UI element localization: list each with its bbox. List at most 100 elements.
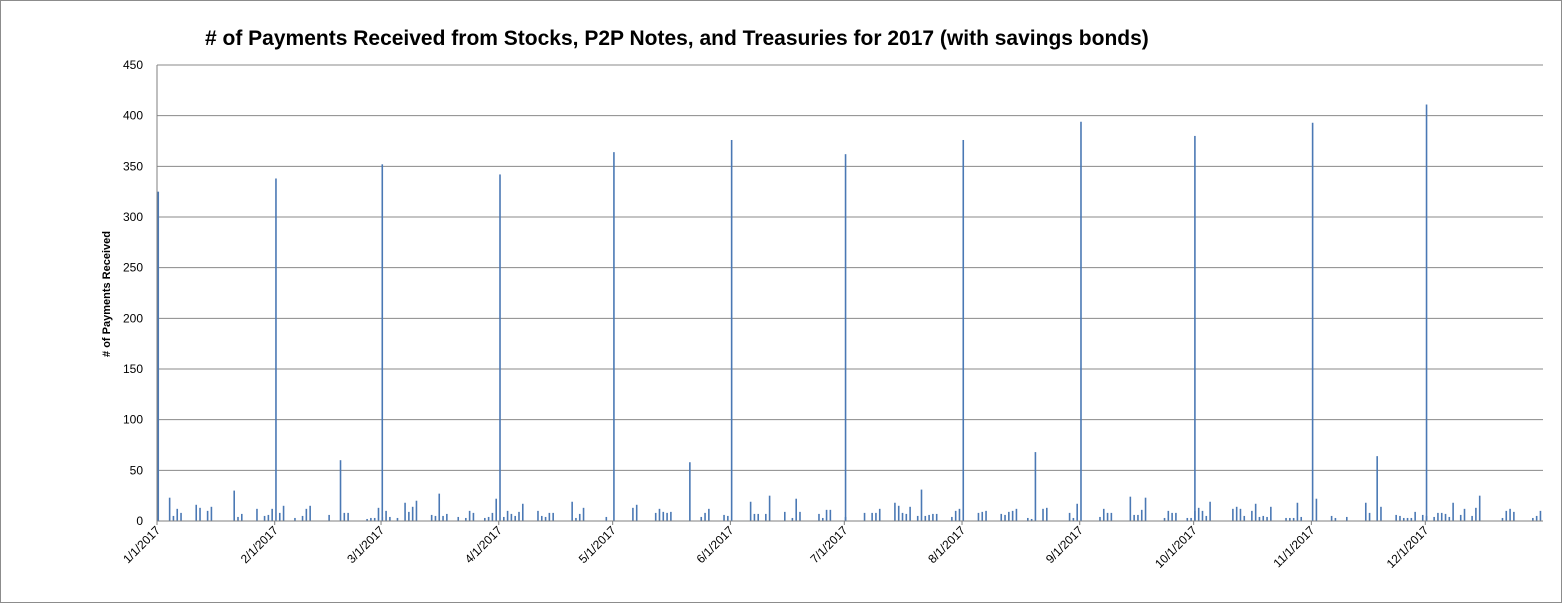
bar [1513, 511, 1515, 521]
bar [381, 164, 384, 521]
bar [305, 508, 308, 521]
bar [1300, 516, 1303, 521]
bar [1437, 512, 1439, 521]
bar [670, 511, 672, 521]
bar [708, 508, 710, 521]
bar [1289, 517, 1291, 521]
bar [411, 506, 414, 521]
bar [237, 516, 239, 521]
bar [916, 515, 919, 521]
bar [985, 510, 987, 521]
bar [1505, 510, 1508, 521]
bar [1509, 508, 1511, 521]
bar [199, 507, 201, 521]
bar [582, 507, 585, 521]
bar [575, 517, 577, 521]
bar [256, 508, 258, 521]
bar [700, 516, 703, 521]
bar [206, 510, 209, 521]
bar [1262, 515, 1265, 521]
y-tick-label: 250 [123, 261, 143, 275]
bar [928, 514, 930, 521]
bar [1190, 517, 1192, 521]
bar [1137, 514, 1139, 521]
x-tick-label: 10/1/2017 [1152, 523, 1200, 571]
bar [180, 512, 182, 521]
bar [1478, 495, 1481, 521]
bar [157, 191, 160, 522]
bar [662, 511, 665, 521]
bar [373, 517, 376, 521]
bar [632, 507, 634, 521]
y-axis-tick-labels: 0 50 100 150 200 250 300 350 400 450 [123, 58, 143, 528]
y-tick-label: 400 [123, 109, 143, 123]
bar [396, 517, 399, 521]
bar [749, 501, 752, 521]
bar [267, 514, 270, 521]
bar [932, 513, 934, 521]
bar [1399, 515, 1401, 521]
bar [1076, 503, 1078, 521]
bar [168, 497, 171, 521]
bar [962, 139, 965, 522]
bar [210, 506, 213, 521]
axes [156, 65, 1543, 522]
bar [1110, 512, 1113, 521]
bar [1042, 508, 1044, 521]
bar [1448, 516, 1451, 521]
y-tick-label: 450 [123, 58, 143, 72]
bar [1433, 516, 1435, 521]
bar [548, 512, 551, 521]
bar [920, 489, 923, 521]
bar [1205, 515, 1208, 521]
bar [578, 513, 581, 521]
bars [157, 104, 1542, 522]
bar [446, 513, 448, 521]
bar [278, 512, 281, 521]
bar [1243, 515, 1246, 521]
bar [263, 515, 266, 521]
x-tick-label: 9/1/2017 [1043, 523, 1086, 566]
bar [878, 508, 881, 521]
bar [1535, 515, 1538, 521]
bar [1235, 506, 1238, 521]
bar [753, 513, 756, 521]
bar [1030, 518, 1033, 521]
bar [1034, 452, 1037, 521]
y-tick-label: 350 [123, 159, 143, 173]
bar [1452, 502, 1454, 521]
bar [1102, 508, 1105, 521]
bar [1197, 507, 1200, 521]
bar [863, 512, 866, 521]
bar [1000, 513, 1003, 521]
bar [343, 512, 346, 521]
bar [954, 510, 957, 521]
bar [1296, 502, 1299, 521]
bar [905, 513, 908, 521]
y-tick-label: 200 [123, 311, 143, 325]
bar [366, 518, 368, 521]
bar [499, 174, 501, 521]
bar [1285, 517, 1287, 521]
y-tick-label: 150 [123, 362, 143, 376]
bar [1292, 517, 1295, 521]
bar [795, 498, 797, 521]
bar [981, 511, 984, 521]
bar [537, 510, 539, 521]
bar [271, 508, 273, 521]
bar [909, 506, 911, 521]
y-axis-label: # of Payments Received [101, 231, 113, 357]
bar [275, 178, 277, 522]
bar [1011, 510, 1014, 521]
bar [727, 515, 729, 521]
bar [844, 154, 847, 522]
bar [1175, 512, 1177, 521]
bar [442, 515, 444, 521]
bar [1346, 516, 1348, 521]
bar [468, 510, 471, 521]
bar [377, 507, 380, 521]
bar [951, 516, 953, 521]
bar [1209, 501, 1211, 521]
x-tick-label: 5/1/2017 [576, 523, 619, 566]
